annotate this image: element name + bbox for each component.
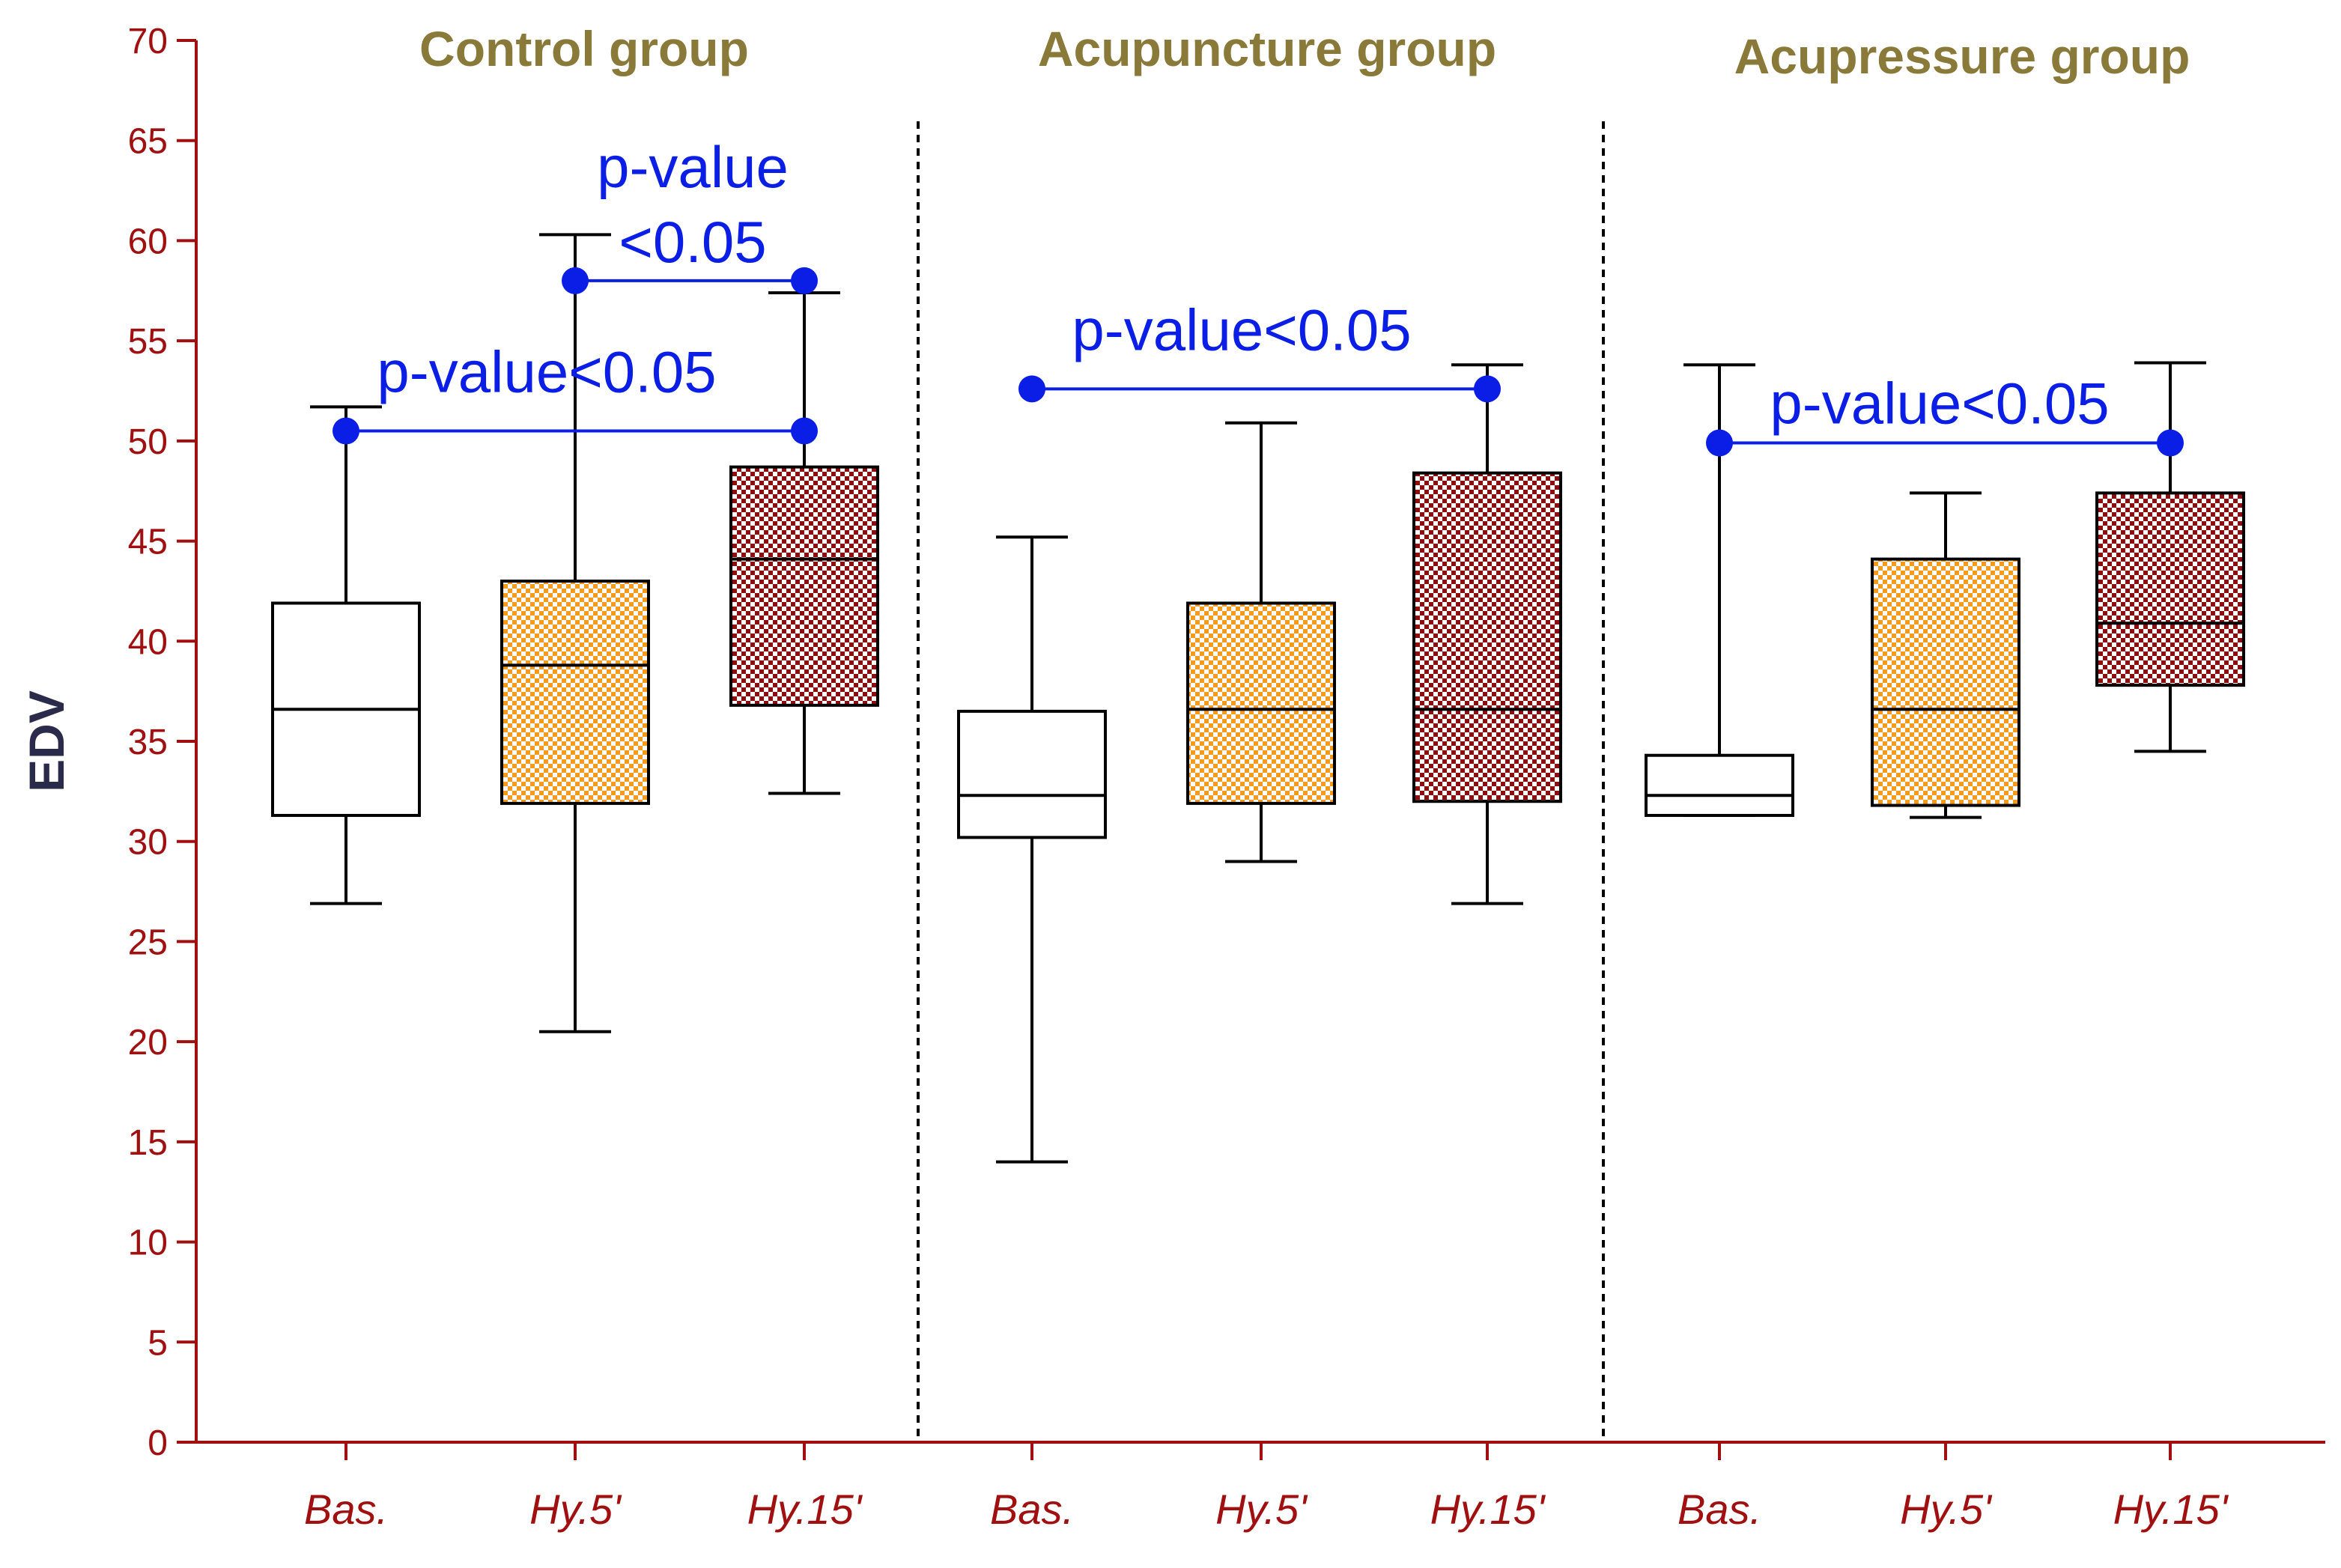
box-body	[500, 580, 650, 805]
comparison-dot	[791, 267, 818, 294]
box-body	[1645, 753, 1794, 817]
box-body	[1871, 557, 2020, 807]
p-value-label: <0.05	[619, 209, 766, 275]
group-title: Control group	[419, 21, 749, 76]
comparison-dot	[1474, 375, 1501, 403]
p-value-label: p-value<0.05	[1072, 297, 1411, 362]
x-tick-label: Bas.	[304, 1486, 388, 1533]
box-body	[1412, 471, 1562, 803]
box-0	[271, 405, 421, 905]
y-tick-label: 50	[128, 422, 168, 462]
box-body	[729, 465, 879, 707]
y-tick-label: 65	[128, 122, 168, 162]
comparison-1: p-value <0.05	[562, 134, 818, 294]
x-tick-label: Bas.	[990, 1486, 1074, 1533]
y-tick-label: 40	[128, 622, 168, 662]
x-tick-label: Bas.	[1677, 1486, 1761, 1533]
x-tick-label: Hy.15'	[2113, 1486, 2229, 1533]
box-body	[957, 709, 1107, 839]
x-tick-label: Hy.5'	[1215, 1486, 1308, 1533]
y-tick-label: 0	[148, 1423, 168, 1463]
x-tick-label: Hy.15'	[1430, 1486, 1546, 1533]
comparison-dot	[791, 417, 818, 445]
y-axis-title: EDV	[19, 690, 74, 792]
y-tick-label: 60	[128, 222, 168, 261]
comparison-dot	[333, 417, 359, 445]
y-tick-label: 10	[128, 1224, 168, 1263]
box-2	[729, 291, 879, 795]
comparison-3: p-value<0.05	[1706, 371, 2184, 457]
y-tick-label: 25	[128, 923, 168, 962]
comparison-dot	[1706, 429, 1733, 457]
comparison-dot	[1018, 375, 1045, 403]
box-7	[1871, 491, 2020, 819]
p-value-label: p-value<0.05	[377, 338, 716, 404]
p-value-label: p-value	[597, 134, 789, 200]
y-tick-label: 35	[128, 723, 168, 762]
y-tick-label: 55	[128, 322, 168, 362]
y-tick-label: 30	[128, 823, 168, 863]
box-5	[1412, 363, 1562, 905]
y-tick-label: 5	[148, 1323, 168, 1363]
y-tick-label: 45	[128, 523, 168, 562]
y-tick-label: 70	[128, 22, 168, 61]
y-tick-label: 20	[128, 1023, 168, 1063]
box-8	[2095, 361, 2245, 753]
comparison-dot	[562, 267, 589, 294]
x-tick-label: Hy.5'	[1900, 1486, 1993, 1533]
box-3	[957, 535, 1107, 1164]
comparison-2: p-value<0.05	[1018, 297, 1501, 403]
box-6	[1645, 363, 1794, 817]
comparison-dot	[2157, 429, 2184, 457]
x-tick-label: Hy.15'	[747, 1486, 863, 1533]
comparison-0: p-value<0.05	[333, 338, 818, 445]
x-tick-label: Hy.5'	[529, 1486, 622, 1533]
box-4	[1186, 421, 1336, 863]
p-value-label: p-value<0.05	[1770, 371, 2109, 437]
box-body	[2095, 491, 2245, 687]
y-tick-label: 15	[128, 1123, 168, 1163]
box-body	[1186, 601, 1336, 805]
group-title: Acupressure group	[1734, 28, 2190, 84]
box-1	[500, 233, 650, 1033]
group-title: Acupuncture group	[1038, 21, 1496, 76]
